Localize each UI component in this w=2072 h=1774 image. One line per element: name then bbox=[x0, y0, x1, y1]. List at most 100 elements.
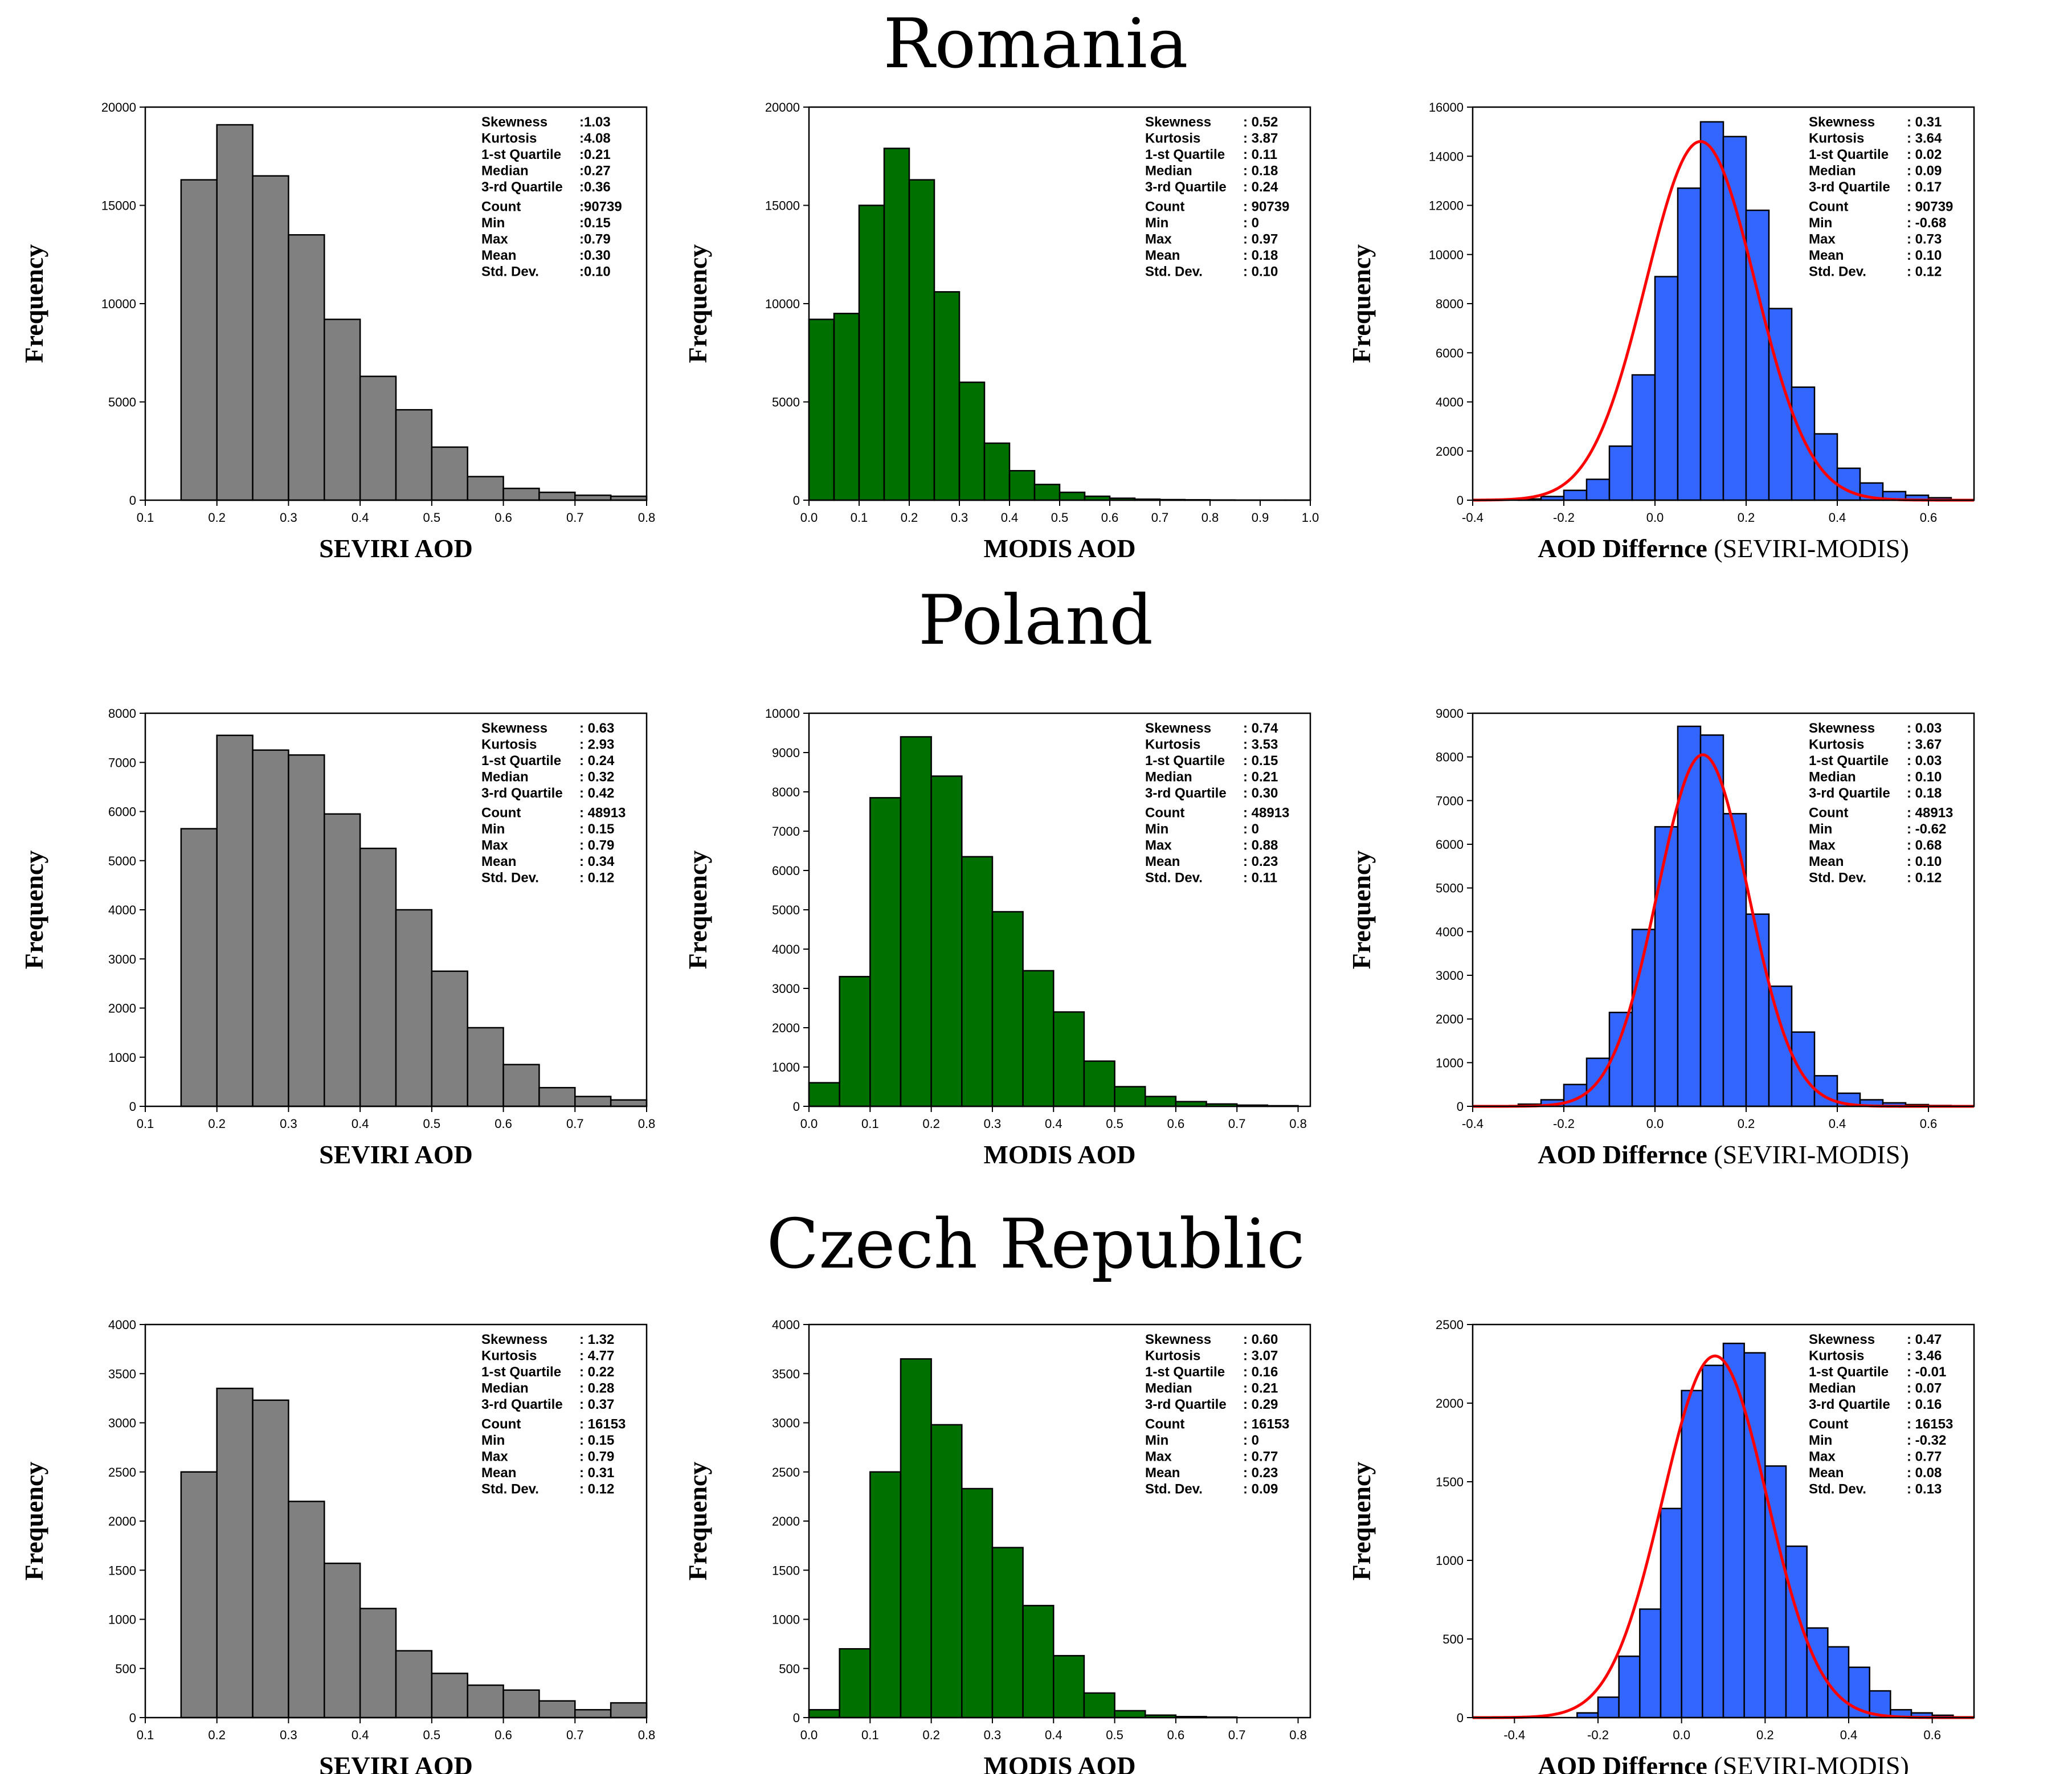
chart-panel-6: 0.1 0.2 0.3 0.4 0.5 0.6 0.7 0.8 0 500 1000 1500 2000… bbox=[19, 1318, 655, 1774]
x-axis-label: MODIS AOD bbox=[983, 1751, 1135, 1774]
y-tick-label: 6000 bbox=[772, 864, 800, 878]
x-tick-label: -0.2 bbox=[1587, 1728, 1609, 1742]
stat-label: Count bbox=[481, 806, 521, 821]
stat-value: : 0.21 bbox=[1243, 770, 1278, 785]
y-tick-label: 2000 bbox=[772, 1021, 800, 1035]
y-tick-label: 10000 bbox=[1429, 248, 1464, 262]
x-tick-label: 0.3 bbox=[951, 510, 968, 525]
histogram-bar bbox=[808, 1708, 840, 1719]
histogram-bar bbox=[1813, 433, 1838, 501]
stat-value: : -0.62 bbox=[1907, 821, 1946, 837]
x-tick-label: 0.4 bbox=[1840, 1728, 1858, 1742]
stat-value: : 3.07 bbox=[1243, 1348, 1278, 1364]
x-tick-label: 0.3 bbox=[984, 1728, 1002, 1742]
stat-label: Min bbox=[481, 215, 505, 231]
y-tick-label: 2500 bbox=[108, 1465, 136, 1479]
stat-label: Mean bbox=[1145, 248, 1180, 263]
stat-label: Count bbox=[1145, 1417, 1184, 1432]
stat-label: Median bbox=[1809, 770, 1856, 785]
country-title-romania: Romania bbox=[883, 5, 1188, 84]
histogram-bar bbox=[983, 442, 1011, 501]
stat-value: : 1.32 bbox=[579, 1332, 614, 1347]
stat-label: Median bbox=[481, 1381, 529, 1396]
y-axis-label: Frequency bbox=[683, 244, 712, 363]
x-axis-label-main: AOD Differnce bbox=[1538, 534, 1707, 563]
y-tick-label: 0 bbox=[129, 1711, 136, 1725]
y-tick-label: 3500 bbox=[108, 1367, 136, 1381]
stat-value: : 0.32 bbox=[579, 770, 614, 785]
stat-label: 3-rd Quartile bbox=[1145, 179, 1227, 195]
stat-value: : -0.68 bbox=[1907, 215, 1946, 231]
stat-value: : 4.77 bbox=[579, 1348, 614, 1364]
histogram-bar bbox=[502, 1689, 540, 1719]
stat-value: : 0.10 bbox=[1907, 770, 1942, 785]
y-tick-label: 3000 bbox=[1436, 968, 1464, 983]
stat-value: : 0.08 bbox=[1907, 1465, 1942, 1481]
stat-value: : 0.11 bbox=[1243, 147, 1277, 162]
histogram-bar bbox=[180, 179, 218, 501]
stat-label: Std. Dev. bbox=[1809, 1482, 1866, 1497]
y-tick-label: 15000 bbox=[765, 199, 800, 213]
y-tick-label: 10000 bbox=[101, 297, 136, 311]
y-axis-label: Frequency bbox=[19, 244, 48, 363]
x-tick-label: 0.5 bbox=[1051, 510, 1069, 525]
x-tick-label: -0.4 bbox=[1503, 1728, 1525, 1742]
histogram-bar bbox=[1022, 1605, 1055, 1719]
y-tick-label: 12000 bbox=[1429, 199, 1464, 213]
stat-label: Kurtosis bbox=[481, 131, 537, 146]
stat-label: Max bbox=[1809, 838, 1836, 853]
stat-label: Min bbox=[481, 821, 505, 837]
x-tick-label: 0.7 bbox=[566, 1117, 584, 1131]
stat-value: : 0.13 bbox=[1907, 1482, 1942, 1497]
stat-label: Skewness bbox=[1145, 115, 1211, 130]
y-tick-label: 1000 bbox=[1436, 1056, 1464, 1070]
stat-value: : 0.10 bbox=[1907, 854, 1942, 869]
stat-label: Count bbox=[481, 199, 521, 215]
x-tick-label: 0.5 bbox=[423, 510, 441, 525]
x-tick-label: 0.7 bbox=[1151, 510, 1169, 525]
x-axis-label: SEVIRI AOD bbox=[319, 1751, 473, 1774]
y-tick-label: 500 bbox=[1442, 1632, 1464, 1646]
histogram-bar bbox=[933, 291, 961, 501]
stat-label: Min bbox=[1145, 215, 1168, 231]
histogram-bar bbox=[858, 205, 885, 501]
histogram-bar bbox=[324, 318, 361, 501]
x-tick-label: 0.3 bbox=[280, 1728, 297, 1742]
y-tick-label: 15000 bbox=[101, 199, 136, 213]
histogram-bar bbox=[252, 1399, 289, 1719]
x-tick-label: -0.4 bbox=[1462, 510, 1483, 525]
stat-label: Max bbox=[1145, 1449, 1172, 1465]
stat-value: :0.15 bbox=[579, 215, 611, 231]
x-axis-label: SEVIRI AOD bbox=[319, 1140, 473, 1169]
histogram-bar bbox=[1791, 1031, 1816, 1107]
x-tick-label: 0.5 bbox=[423, 1728, 441, 1742]
histogram-bar bbox=[216, 124, 254, 501]
chart-panel-1: 0.0 0.1 0.2 0.3 0.4 0.5 0.6 0.7 0.8 0.9 1.0 0 5000 10… bbox=[683, 100, 1319, 563]
histogram-bar bbox=[991, 911, 1024, 1107]
stat-label: Median bbox=[481, 770, 529, 785]
stat-value: : 0.47 bbox=[1907, 1332, 1942, 1347]
stat-value: : 0.29 bbox=[1243, 1397, 1278, 1412]
stat-value: : 48913 bbox=[1907, 806, 1953, 821]
histogram-bar bbox=[1585, 479, 1611, 501]
plot-frame bbox=[1472, 1323, 1975, 1719]
stat-value: :90739 bbox=[579, 199, 622, 215]
y-tick-label: 1000 bbox=[772, 1060, 800, 1074]
y-tick-label: 2000 bbox=[108, 1002, 136, 1016]
stat-label: Kurtosis bbox=[1145, 1348, 1200, 1364]
x-tick-label: -0.2 bbox=[1553, 510, 1575, 525]
x-tick-label: 0.2 bbox=[208, 510, 226, 525]
stat-value: : 2.93 bbox=[579, 737, 614, 753]
x-axis-label-suffix: (SEVIRI-MODIS) bbox=[1707, 1751, 1909, 1774]
histogram-bar bbox=[839, 976, 871, 1107]
x-tick-label: 0.4 bbox=[1045, 1728, 1062, 1742]
histogram-bar bbox=[1768, 308, 1793, 501]
x-tick-label: 0.6 bbox=[1101, 510, 1119, 525]
histogram-bar bbox=[431, 1673, 468, 1719]
stat-label: Skewness bbox=[1809, 1332, 1875, 1347]
histogram-bar bbox=[1114, 1710, 1146, 1719]
x-tick-label: 0.4 bbox=[1001, 510, 1019, 525]
stat-label: Skewness bbox=[1145, 1332, 1211, 1347]
histogram-bar bbox=[1681, 1389, 1703, 1719]
histogram-bar bbox=[359, 375, 397, 501]
